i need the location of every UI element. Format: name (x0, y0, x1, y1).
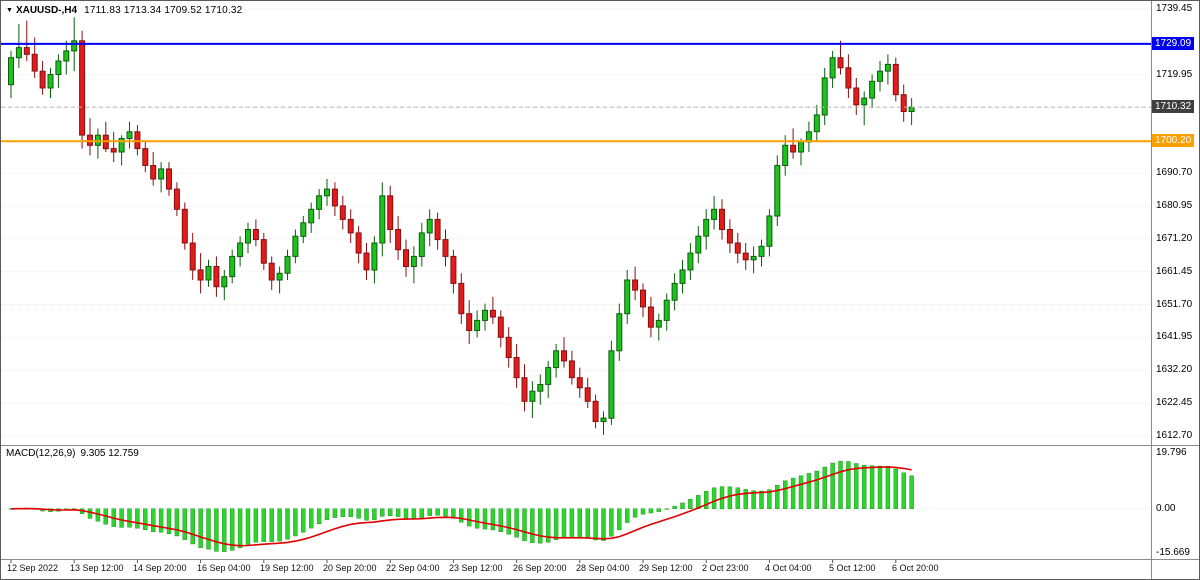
macd-axis-label: -15.669 (1156, 547, 1190, 558)
price-axis-label: 1632.20 (1156, 364, 1193, 375)
chart-title: ▼ XAUUSD-,H4 1711.83 1713.34 1709.52 1710.… (6, 5, 242, 16)
time-axis-label: 23 Sep 12:00 (449, 563, 503, 573)
price-axis-label: 1661.45 (1156, 266, 1193, 277)
price-axis[interactable]: 1739.45 1719.95 1690.70 1680.95 1671.20 1661.… (1152, 1, 1199, 579)
price-axis-label: 1622.45 (1156, 397, 1193, 408)
price-axis-label: 1690.70 (1156, 167, 1193, 178)
time-axis-label: 2 Oct 23:00 (702, 563, 749, 573)
chart-symbol-timeframe: XAUUSD-,H4 (15, 5, 78, 16)
price-axis-label: 1719.95 (1156, 69, 1193, 80)
time-axis-label: 14 Sep 20:00 (133, 563, 187, 573)
time-axis-label: 12 Sep 2022 (7, 563, 59, 573)
time-axis[interactable]: 12 Sep 2022 13 Sep 12:00 14 Sep 20:00 16 Se… (1, 560, 1151, 579)
price-axis-label: 1651.70 (1156, 299, 1193, 310)
price-axis-label: 1671.20 (1156, 233, 1193, 244)
price-axis-label: 1641.95 (1156, 331, 1193, 342)
chart-ohlc-values: 1711.83 1713.34 1709.52 1710.32 (84, 5, 243, 16)
time-axis-label: 26 Sep 20:00 (513, 563, 567, 573)
macd-axis-label: 0.00 (1156, 503, 1176, 514)
price-axis-label: 1612.70 (1156, 430, 1193, 441)
price-axis-label: 1739.45 (1156, 3, 1193, 14)
support-line-price-tag: 1700.20 (1152, 134, 1195, 147)
current-price-line-price-tag: 1710.32 (1152, 100, 1195, 113)
macd-name: MACD(12,26,9) (6, 448, 76, 459)
macd-current-values: 9.305 12.759 (80, 448, 139, 459)
price-axis-label: 1680.95 (1156, 200, 1193, 211)
time-axis-label: 6 Oct 20:00 (892, 563, 939, 573)
time-axis-label: 22 Sep 04:00 (386, 563, 440, 573)
macd-axis-label: 19.796 (1156, 447, 1187, 458)
resistance-line-price-tag: 1729.09 (1152, 37, 1195, 50)
time-axis-label: 4 Oct 04:00 (765, 563, 812, 573)
time-axis-label: 20 Sep 20:00 (323, 563, 377, 573)
time-axis-label: 28 Sep 04:00 (576, 563, 630, 573)
time-axis-label: 29 Sep 12:00 (639, 563, 693, 573)
time-axis-label: 13 Sep 12:00 (70, 563, 124, 573)
time-axis-label: 16 Sep 04:00 (197, 563, 251, 573)
time-axis-label: 19 Sep 12:00 (260, 563, 314, 573)
macd-indicator-label: MACD(12,26,9) 9.305 12.759 (6, 448, 139, 459)
chart-menu-icon[interactable]: ▼ (6, 7, 13, 14)
time-axis-label: 5 Oct 12:00 (829, 563, 876, 573)
